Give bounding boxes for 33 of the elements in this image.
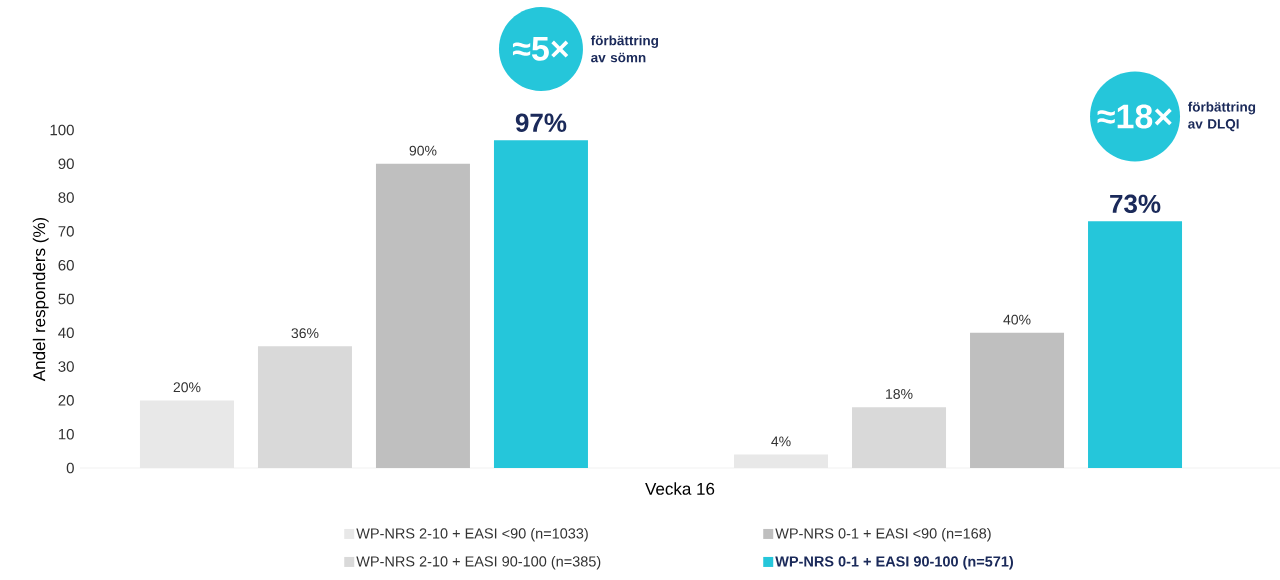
data-label: 4%: [771, 436, 791, 447]
y-tick-label: 80: [58, 192, 74, 203]
legend-label: WP-NRS 0-1 + EASI <90 (n=168): [775, 527, 991, 542]
text: ≈5×: [512, 37, 569, 61]
y-tick-label: 40: [58, 327, 74, 339]
y-tick-label: 90: [58, 158, 74, 170]
y-tick-label: 100: [50, 124, 74, 136]
y-tick-label: 0: [66, 462, 74, 474]
data-label: 40%: [1003, 314, 1031, 325]
data-label: 36%: [291, 328, 319, 339]
legend-label: WP-NRS 0-1 + EASI 90-100 (n=571): [775, 555, 1014, 570]
bar: [493, 140, 588, 468]
data-label: 18%: [886, 389, 913, 399]
data-label: 90%: [409, 145, 437, 156]
x-axis-title: Vecka 16: [645, 482, 715, 495]
bar: [970, 332, 1065, 468]
legend-label: WP-NRS 2-10 + EASI <90 (n=1033): [356, 527, 588, 542]
data-label: 97%: [515, 113, 567, 132]
bar: [375, 163, 470, 468]
legend-label: WP-NRS 2-10 + EASI 90-100 (n=385): [356, 555, 601, 570]
data-label: 20%: [173, 382, 201, 393]
annotation: förbättring av DLQI: [1187, 101, 1256, 132]
y-tick-label: 10: [58, 428, 74, 440]
text: ≈18×: [1097, 104, 1172, 129]
y-axis-title: Andel responders (%): [32, 217, 49, 382]
data-label: 73%: [1110, 194, 1161, 214]
text: förbättring av sömn: [590, 35, 659, 63]
y-tick-label: 30: [58, 361, 74, 372]
y-tick-label: 50: [58, 293, 74, 305]
bar: [1088, 221, 1183, 468]
y-tick-label: 60: [58, 259, 74, 271]
y-tick-label: 70: [58, 226, 74, 237]
y-tick-label: 20: [58, 395, 74, 406]
